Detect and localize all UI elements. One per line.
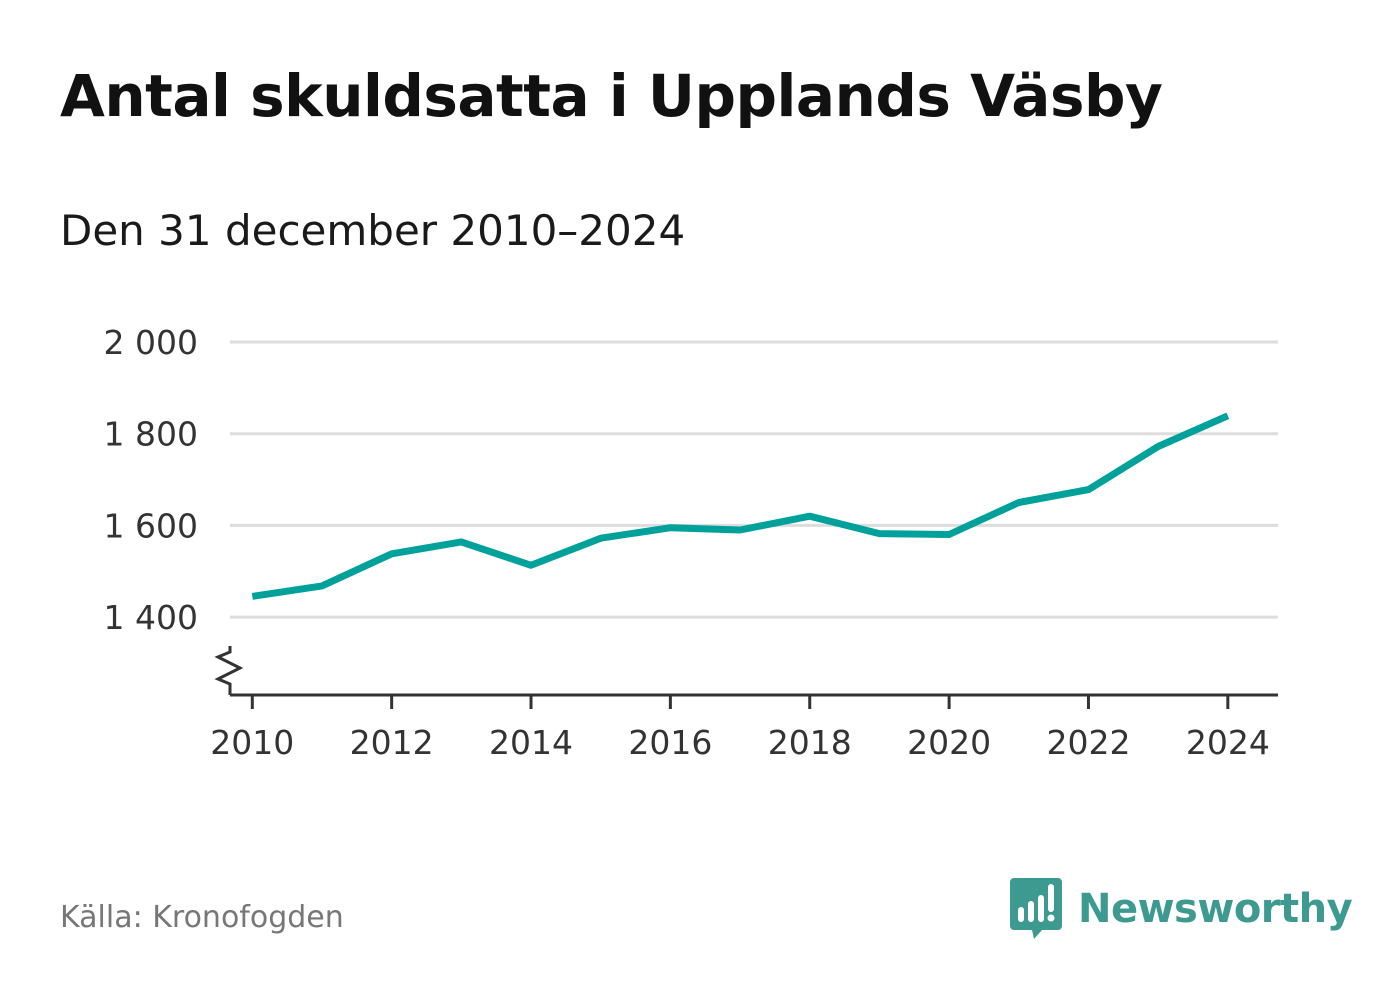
x-tick-label-2020: 2020 [907,723,991,762]
chart-title: Antal skuldsatta i Upplands Väsby [60,62,1163,130]
newsworthy-logo-icon [1010,878,1062,939]
brand-logo: Newsworthy [1010,878,1353,940]
x-tick-label-2018: 2018 [768,723,852,762]
x-tick-label-2010: 2010 [210,723,294,762]
y-axis-labels: 1 400 1 600 1 800 2 000 [104,323,198,637]
grid-lines [230,340,1278,619]
y-axis-break [214,646,244,695]
brand-name: Newsworthy [1078,886,1353,932]
x-tick-label-2022: 2022 [1046,723,1130,762]
series-line-0 [251,412,1230,600]
x-tick-label-2014: 2014 [489,723,573,762]
x-axis-labels: 2010 2012 2014 2016 2018 2020 2022 2024 [210,723,1270,762]
x-tick-label-2016: 2016 [628,723,712,762]
source-note: Källa: Kronofogden [60,900,344,935]
x-axis [214,646,1278,709]
series-layer [251,412,1230,600]
chart-subtitle: Den 31 december 2010–2024 [60,206,686,255]
y-tick-label-2000: 2 000 [104,323,198,362]
x-tick-label-2012: 2012 [350,723,434,762]
y-tick-label-1800: 1 800 [104,415,198,454]
x-tick-label-2024: 2024 [1186,723,1270,762]
y-tick-label-1400: 1 400 [104,598,198,637]
y-tick-label-1600: 1 600 [104,506,198,545]
